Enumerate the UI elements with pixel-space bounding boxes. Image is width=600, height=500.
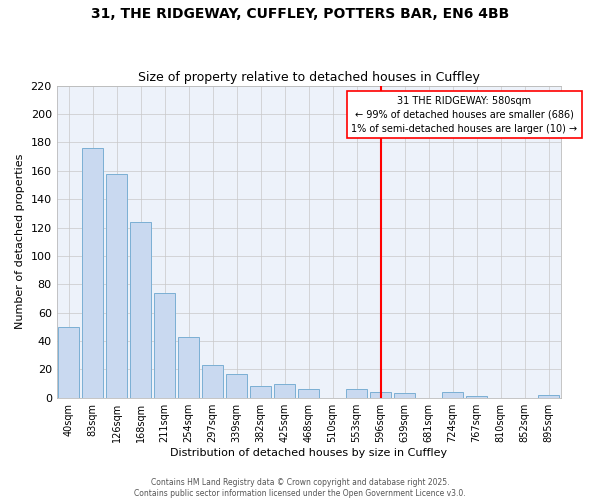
Bar	[226, 374, 247, 398]
Bar	[466, 396, 487, 398]
Bar	[106, 174, 127, 398]
Bar	[370, 392, 391, 398]
Text: 31, THE RIDGEWAY, CUFFLEY, POTTERS BAR, EN6 4BB: 31, THE RIDGEWAY, CUFFLEY, POTTERS BAR, …	[91, 8, 509, 22]
Bar	[250, 386, 271, 398]
X-axis label: Distribution of detached houses by size in Cuffley: Distribution of detached houses by size …	[170, 448, 447, 458]
Bar	[298, 389, 319, 398]
Text: Contains HM Land Registry data © Crown copyright and database right 2025.
Contai: Contains HM Land Registry data © Crown c…	[134, 478, 466, 498]
Bar	[130, 222, 151, 398]
Bar	[274, 384, 295, 398]
Bar	[394, 394, 415, 398]
Bar	[346, 389, 367, 398]
Bar	[202, 365, 223, 398]
Y-axis label: Number of detached properties: Number of detached properties	[15, 154, 25, 330]
Bar	[442, 392, 463, 398]
Title: Size of property relative to detached houses in Cuffley: Size of property relative to detached ho…	[137, 72, 479, 85]
Text: 31 THE RIDGEWAY: 580sqm
← 99% of detached houses are smaller (686)
1% of semi-de: 31 THE RIDGEWAY: 580sqm ← 99% of detache…	[352, 96, 578, 134]
Bar	[178, 336, 199, 398]
Bar	[58, 327, 79, 398]
Bar	[538, 395, 559, 398]
Bar	[82, 148, 103, 398]
Bar	[154, 292, 175, 398]
